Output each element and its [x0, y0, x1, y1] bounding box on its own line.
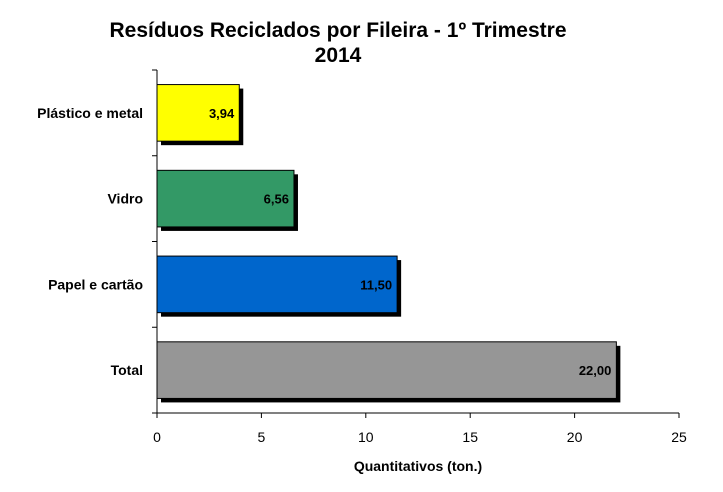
x-tick-label: 10 — [358, 429, 374, 445]
bar — [156, 341, 617, 399]
category-label: Total — [111, 362, 143, 378]
data-label: 22,00 — [579, 363, 612, 378]
x-tick-label: 25 — [671, 429, 687, 445]
x-axis-title: Quantitativos (ton.) — [354, 458, 482, 474]
bar — [156, 255, 398, 314]
x-tick-label: 15 — [462, 429, 478, 445]
data-label: 6,56 — [264, 192, 289, 207]
data-label: 3,94 — [209, 106, 235, 121]
data-label: 11,50 — [360, 277, 392, 292]
category-label: Plástico e metal — [37, 105, 143, 121]
x-tick-label: 5 — [258, 429, 266, 445]
category-label: Papel e cartão — [48, 276, 143, 292]
x-tick-label: 20 — [567, 429, 583, 445]
category-label: Vidro — [107, 191, 143, 207]
chart-title-line: Resíduos Reciclados por Fileira - 1º Tri… — [109, 19, 567, 42]
chart-title: Resíduos Reciclados por Fileira - 1º Tri… — [0, 18, 676, 68]
x-tick-label: 0 — [153, 429, 161, 445]
chart-subtitle: 2014 — [314, 44, 362, 67]
bar — [156, 84, 240, 142]
bar — [156, 169, 295, 228]
